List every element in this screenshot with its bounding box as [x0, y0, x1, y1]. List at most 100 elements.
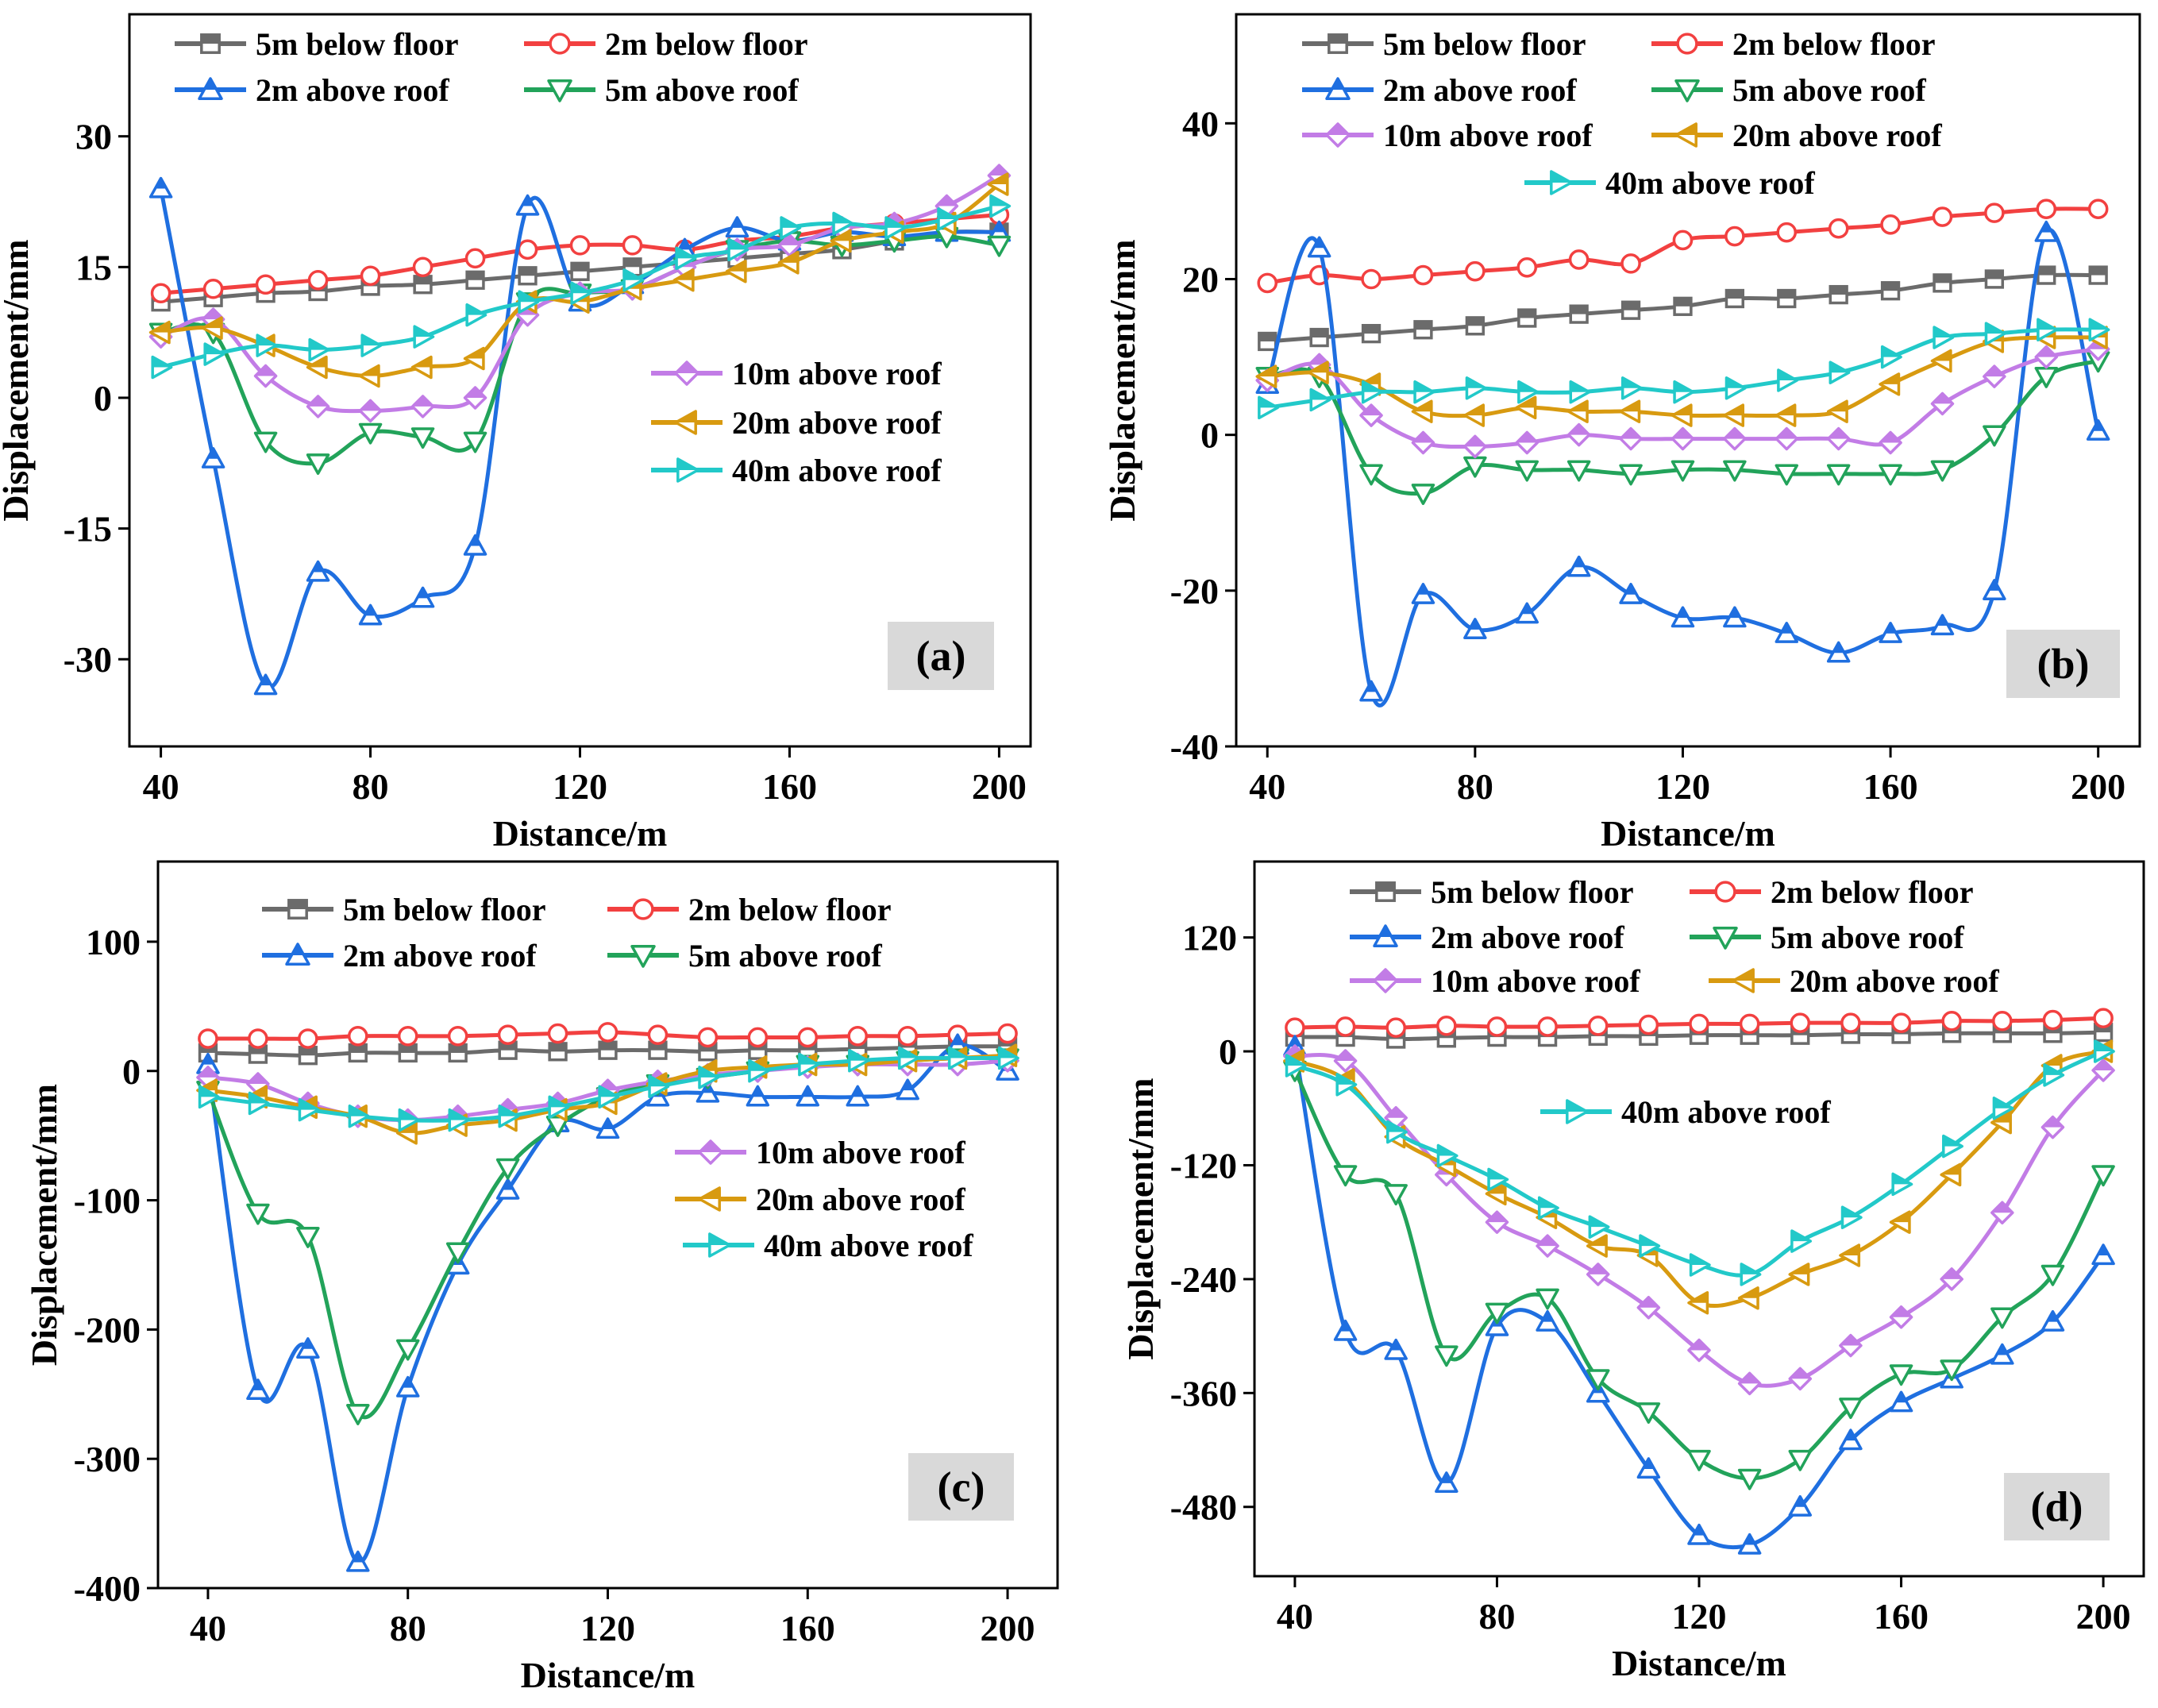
- legend-item-5m-below-floor: 5m below floor: [1350, 874, 1634, 910]
- data-point: [1638, 1014, 1659, 1035]
- data-point: [518, 266, 538, 286]
- data-point: [997, 1046, 1019, 1070]
- data-point: [1930, 460, 1955, 482]
- data-point: [832, 211, 854, 236]
- data-point: [989, 194, 1012, 218]
- data-point: [1485, 1210, 1509, 1234]
- data-point: [1258, 395, 1279, 420]
- y-axis-title: Displacement/mm: [1120, 1078, 1161, 1359]
- data-point: [1486, 1016, 1508, 1037]
- data-point: [1515, 602, 1539, 624]
- data-point: [598, 1040, 618, 1060]
- data-point: [360, 265, 381, 287]
- data-point: [2040, 1264, 2065, 1286]
- legend-marker: [1714, 881, 1736, 903]
- data-point: [253, 673, 278, 696]
- data-point: [298, 1046, 318, 1066]
- x-tick-label: 120: [553, 766, 607, 807]
- data-point: [548, 1042, 568, 1062]
- data-point: [597, 1022, 618, 1043]
- y-tick-label: 20: [1182, 259, 1219, 299]
- data-point: [1465, 376, 1487, 400]
- y-tick-label: 15: [75, 247, 112, 287]
- legend-item-5m-above-roof: 5m above roof: [524, 72, 799, 108]
- legend-item-5m-below-floor: 5m below floor: [175, 26, 459, 62]
- data-point: [648, 1074, 670, 1099]
- data-point: [1671, 426, 1695, 451]
- legend-label: 20m above roof: [756, 1182, 965, 1217]
- data-point: [1620, 253, 1641, 274]
- legend-marker: [1375, 881, 1396, 902]
- data-point: [2034, 220, 2059, 242]
- data-point: [1930, 349, 1952, 373]
- data-point: [1932, 206, 1953, 227]
- data-point: [846, 1085, 869, 1107]
- data-point: [1673, 296, 1693, 316]
- legend-label: 2m above roof: [343, 938, 537, 974]
- data-point: [947, 1046, 969, 1070]
- series-line: [1293, 1068, 2106, 1481]
- data-point: [1566, 555, 1591, 577]
- data-point: [2037, 265, 2056, 285]
- x-tick-label: 200: [2071, 766, 2125, 807]
- data-point: [1619, 399, 1641, 423]
- data-point: [465, 303, 487, 327]
- legend-label: 2m below floor: [1732, 26, 1936, 62]
- legend-item-5m-above-roof: 5m above roof: [607, 938, 882, 974]
- data-point: [1737, 1468, 1762, 1490]
- legend-item-20m-above-roof: 20m above roof: [1651, 118, 1942, 153]
- x-tick-label: 40: [143, 766, 179, 807]
- data-point: [884, 216, 907, 240]
- data-point: [306, 395, 330, 418]
- data-point: [1586, 1234, 1608, 1258]
- data-point: [445, 1242, 470, 1264]
- data-point: [1776, 222, 1798, 243]
- x-tick-label: 120: [580, 1608, 635, 1648]
- legend-item-40m-above-roof: 40m above roof: [683, 1228, 973, 1263]
- legend-marker: [1325, 122, 1351, 148]
- data-point: [1933, 273, 1952, 293]
- data-point: [997, 1023, 1018, 1044]
- data-point: [1516, 256, 1538, 278]
- data-point: [410, 427, 435, 449]
- data-point: [937, 207, 959, 231]
- data-point: [1737, 1371, 1762, 1396]
- data-point: [1285, 1054, 1307, 1078]
- legend-item-10m-above-roof: 10m above roof: [651, 356, 942, 391]
- data-point: [598, 1085, 620, 1109]
- data-point: [1737, 1533, 1762, 1555]
- data-point: [987, 235, 1012, 257]
- data-point: [306, 355, 328, 380]
- panel-tag: (c): [908, 1453, 1014, 1521]
- legend-label: 5m below floor: [256, 26, 459, 62]
- data-point: [360, 334, 383, 357]
- data-point: [647, 1024, 669, 1045]
- data-point: [1413, 380, 1435, 404]
- data-point: [1775, 464, 1799, 486]
- data-point: [698, 1066, 720, 1089]
- legend-label: 20m above roof: [1732, 118, 1942, 153]
- data-point: [2034, 345, 2059, 369]
- data-point: [413, 325, 435, 349]
- legend-item-20m-above-roof: 20m above roof: [651, 405, 942, 441]
- legend-marker: [549, 33, 571, 55]
- legend-item-20m-above-roof: 20m above roof: [675, 1182, 965, 1217]
- y-tick-label: -100: [74, 1181, 141, 1221]
- series-2m-below-floor: [1285, 1008, 2114, 1038]
- data-point: [306, 560, 330, 582]
- data-point: [1826, 464, 1851, 486]
- panel-tag-label: (c): [938, 1463, 985, 1511]
- data-point: [1788, 1449, 1813, 1471]
- data-point: [1940, 1359, 1963, 1382]
- data-point: [412, 256, 434, 278]
- x-tick-label: 40: [1277, 1596, 1313, 1637]
- data-point: [1671, 460, 1695, 482]
- data-point: [248, 1044, 268, 1064]
- data-point: [1775, 403, 1797, 427]
- series-line: [1265, 228, 2101, 707]
- data-point: [1879, 464, 1902, 486]
- legend-marker: [200, 33, 221, 54]
- x-axis-title: Distance/m: [521, 1655, 696, 1695]
- legend-label: 20m above roof: [1790, 963, 1999, 999]
- data-point: [1463, 618, 1487, 640]
